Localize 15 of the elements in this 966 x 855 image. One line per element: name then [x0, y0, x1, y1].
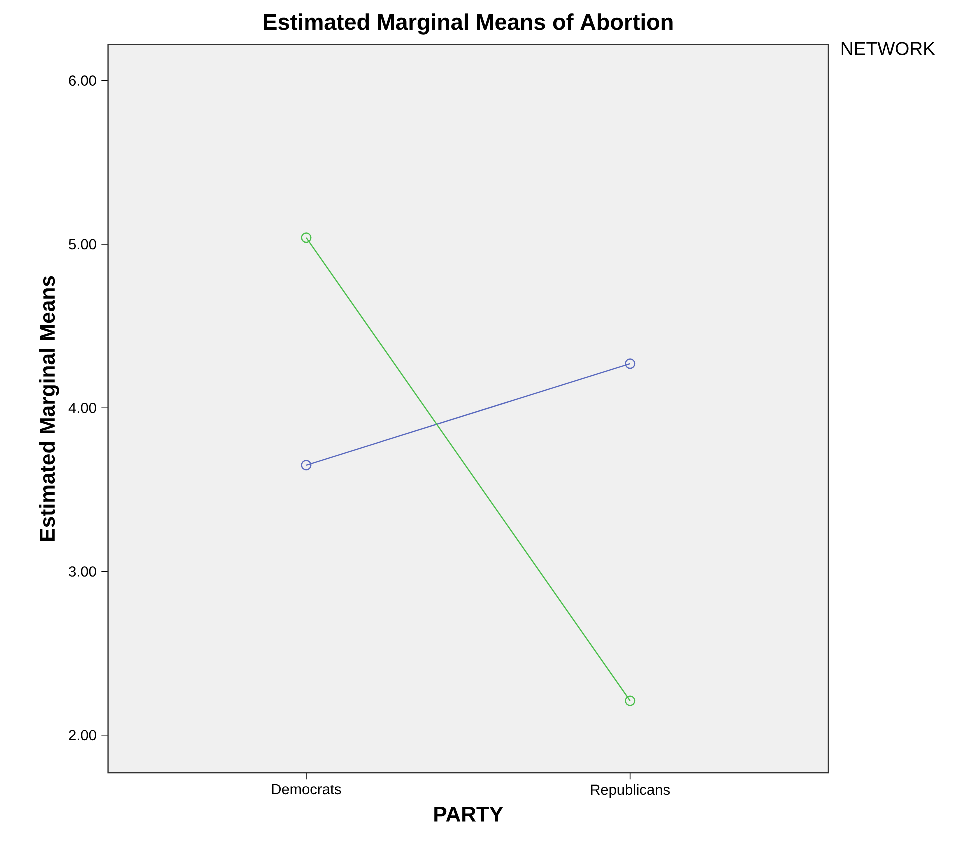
y-tick-label: 2.00 — [69, 730, 96, 741]
legend-title: NETWORK — [842, 42, 936, 56]
x-axis-title: PARTY — [434, 807, 504, 822]
point — [625, 696, 636, 706]
point — [625, 358, 636, 370]
x-tick-label: Democrats — [272, 784, 342, 795]
point — [301, 460, 312, 471]
x-tick-label: Republicans — [591, 784, 670, 798]
chart-title: Estimated Marginal Means of Abortion — [264, 14, 673, 35]
y-tick-label: 3.00 — [69, 566, 96, 578]
y-tick-label: 6.00 — [69, 76, 96, 86]
y-tick-label: 4.00 — [68, 403, 96, 414]
y-axis-title: Estimated Marginal Means — [40, 276, 60, 542]
point — [301, 232, 312, 244]
y-tick-label: 5.00 — [69, 239, 96, 250]
